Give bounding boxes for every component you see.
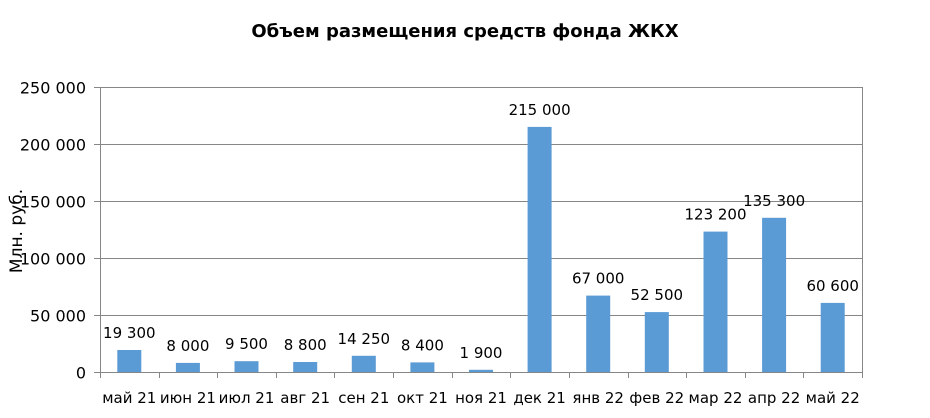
data-label: 8 000 [166,337,209,355]
data-label: 19 300 [103,324,156,342]
bar [117,350,142,372]
bar [410,362,435,372]
data-label: 9 500 [225,335,268,353]
bar [820,302,845,372]
bar [762,217,787,372]
y-tick-label: 200 000 [20,136,86,155]
x-tick-label: окт 21 [397,389,448,407]
bars [117,126,845,373]
data-label: 67 000 [572,270,625,288]
x-tick-label: авг 21 [280,389,330,407]
y-tick-label: 0 [76,364,86,383]
bar [586,295,611,372]
bar [351,355,376,372]
x-tick-label: июн 21 [160,389,216,407]
x-tick-label: май 22 [806,389,860,407]
y-tick-label: 50 000 [30,307,86,326]
y-tick-label: 100 000 [20,250,86,269]
data-label: 135 300 [743,192,805,210]
data-label: 8 400 [401,336,444,354]
x-tick-label: янв 22 [572,389,624,407]
x-tick-label: май 21 [102,389,156,407]
x-tick-label: сен 21 [338,389,389,407]
data-label: 14 250 [338,330,391,348]
bar [644,312,669,372]
bar [527,126,552,373]
bar [175,362,200,372]
data-label: 1 900 [460,344,503,362]
x-tick-label: апр 22 [748,389,800,407]
bar [469,369,493,372]
data-label: 8 800 [284,336,327,354]
chart-title: Объем размещения средств фонда ЖКХ [251,21,678,42]
bar [234,361,259,372]
data-label: 52 500 [631,286,684,304]
x-tick-label: ноя 21 [455,389,507,407]
x-tick-label: дек 21 [513,389,566,407]
bar [703,231,728,372]
data-label: 215 000 [509,101,571,119]
y-axis-label: Млн. руб. [7,189,27,273]
y-tick-label: 150 000 [20,193,86,212]
bar [293,362,318,372]
y-tick-label: 250 000 [20,79,86,98]
data-label: 123 200 [684,206,746,224]
data-label: 60 600 [806,277,859,295]
x-tick-label: июл 21 [219,389,275,407]
data-labels: 19 300 8 000 9 500 8 800 14 250 8 400 1 900 215… [103,101,859,362]
x-tick-label: мар 22 [689,389,743,407]
x-tick-label: фев 22 [629,389,684,407]
axes: 0 50 000 100 000 150 000 200 000 250 000 май 2… [20,79,863,407]
gridlines [100,87,862,316]
